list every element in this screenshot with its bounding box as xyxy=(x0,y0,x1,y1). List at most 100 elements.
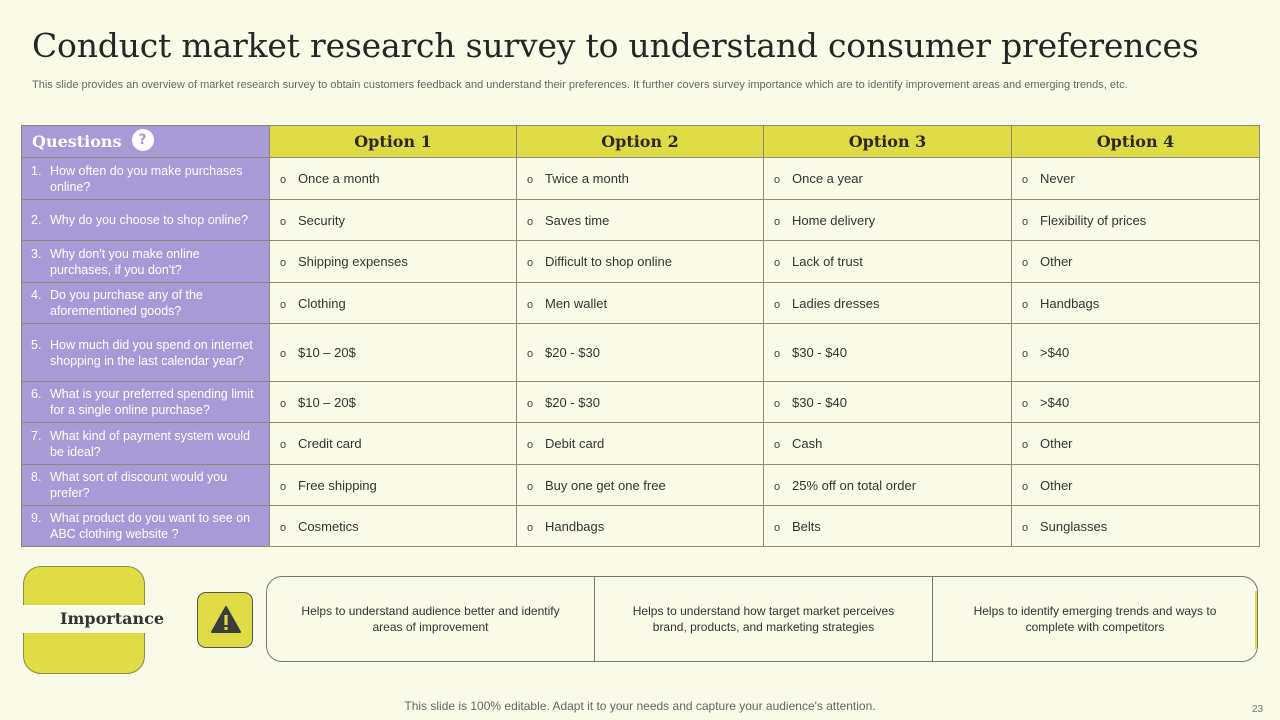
question-text: How often do you make purchases online? xyxy=(50,163,243,194)
radio-bullet-icon: o xyxy=(527,215,534,228)
option-cell: o Buy one get one free xyxy=(516,464,764,506)
radio-bullet-icon: o xyxy=(280,174,287,186)
importance-point-1: Helps to understand audience better and … xyxy=(301,604,560,634)
question-cell: 9. What product do you want to see on ABC… xyxy=(21,505,270,547)
question-cell: 1. How often do you make purchases online… xyxy=(21,157,270,200)
table-row: 3. Why don't you make online purchases, i… xyxy=(21,240,1260,283)
option-text: Other xyxy=(1040,477,1073,493)
option-cell: o Never xyxy=(1011,157,1260,200)
option-text: Once a year xyxy=(792,171,863,186)
option-text: Sunglasses xyxy=(1040,518,1108,534)
question-number: 1. xyxy=(31,163,42,178)
radio-bullet-icon: o xyxy=(280,215,287,228)
table-row: 4. Do you purchase any of the aforementio… xyxy=(21,282,1260,324)
option-text: Free shipping xyxy=(298,477,377,493)
option-header-3: Option 3 xyxy=(763,125,1012,158)
option-text: Men wallet xyxy=(545,295,608,311)
option-cell: o Clothing xyxy=(269,282,517,324)
question-text: Why do you choose to shop online? xyxy=(50,213,249,227)
radio-bullet-icon: o xyxy=(527,174,534,186)
option-cell: o Debit card xyxy=(516,422,764,465)
option-header-2: Option 2 xyxy=(516,125,764,158)
option-cell: o Home delivery xyxy=(763,199,1012,241)
option-cell: o $20 - $30 xyxy=(516,381,764,423)
question-text: What product do you want to see on ABC c… xyxy=(50,511,251,541)
question-number: 5. xyxy=(31,337,42,352)
radio-bullet-icon: o xyxy=(527,480,534,493)
option-cell: o Cosmetics xyxy=(269,505,517,547)
option-cell: o Credit card xyxy=(269,422,517,465)
option-cell: o Sunglasses xyxy=(1011,505,1260,547)
question-cell: 2. Why do you choose to shop online? xyxy=(21,199,270,241)
table-row: 6. What is your preferred spending limit … xyxy=(21,381,1260,423)
option-text: Cosmetics xyxy=(298,518,359,534)
option-text: Other xyxy=(1040,436,1073,451)
warning-icon xyxy=(211,606,241,633)
option-cell: o Free shipping xyxy=(269,464,517,506)
radio-bullet-icon: o xyxy=(527,521,534,534)
option-cell: o Once a month xyxy=(269,157,517,200)
question-text: What is your preferred spending limit fo… xyxy=(50,387,254,417)
option-text: Lack of trust xyxy=(792,254,863,269)
option-text: Flexibility of prices xyxy=(1040,212,1147,228)
page-number: 23 xyxy=(1252,704,1264,715)
question-cell: 3. Why don't you make online purchases, i… xyxy=(21,240,270,283)
option-cell: o Cash xyxy=(763,422,1012,465)
option-text: Difficult to shop online xyxy=(545,254,672,269)
option-text: Credit card xyxy=(298,436,362,451)
radio-bullet-icon: o xyxy=(280,348,287,360)
radio-bullet-icon: o xyxy=(774,174,781,186)
questions-header: Questions? xyxy=(21,125,270,158)
option-cell: o Lack of trust xyxy=(763,240,1012,283)
option-cell: o >$40 xyxy=(1011,381,1260,423)
option-text: Cash xyxy=(792,436,823,451)
table-row: 1. How often do you make purchases online… xyxy=(21,157,1260,200)
question-text: What kind of payment system would be ide… xyxy=(50,428,251,459)
option-header-4: Option 4 xyxy=(1011,125,1260,158)
option-cell: o $10 – 20$ xyxy=(269,381,517,423)
question-cell: 5. How much did you spend on internet sho… xyxy=(21,323,270,382)
option-cell: o Belts xyxy=(763,505,1012,547)
option-text: Saves time xyxy=(545,212,610,228)
radio-bullet-icon: o xyxy=(527,298,534,311)
table-row: 9. What product do you want to see on ABC… xyxy=(21,505,1260,547)
question-number: 2. xyxy=(31,213,42,227)
option-cell: o Once a year xyxy=(763,157,1012,200)
question-number: 6. xyxy=(31,387,42,401)
radio-bullet-icon: o xyxy=(280,480,287,493)
radio-bullet-icon: o xyxy=(527,397,534,410)
radio-bullet-icon: o xyxy=(774,298,781,311)
question-cell: 7. What kind of payment system would be i… xyxy=(21,422,270,465)
radio-bullet-icon: o xyxy=(527,439,534,451)
option-text: Handbags xyxy=(545,518,605,534)
table-row: 8. What sort of discount would you prefer… xyxy=(21,464,1260,506)
question-number: 4. xyxy=(31,288,42,302)
option-cell: o >$40 xyxy=(1011,323,1260,382)
radio-bullet-icon: o xyxy=(774,521,781,534)
footer-note: This slide is 100% editable. Adapt it to… xyxy=(404,699,876,713)
option-text: Belts xyxy=(792,518,821,534)
option-cell: o Difficult to shop online xyxy=(516,240,764,283)
radio-bullet-icon: o xyxy=(1022,480,1029,493)
option-cell: o $30 - $40 xyxy=(763,381,1012,423)
question-cell: 8. What sort of discount would you prefer… xyxy=(21,464,270,506)
option-text: >$40 xyxy=(1040,394,1070,410)
warning-icon-box xyxy=(197,592,253,648)
page-title: Conduct market research survey to unders… xyxy=(32,26,1199,65)
question-cell: 4. Do you purchase any of the aforementio… xyxy=(21,282,270,324)
questions-header-label: Questions xyxy=(32,131,122,151)
question-number: 9. xyxy=(31,511,42,525)
option-cell: o Ladies dresses xyxy=(763,282,1012,324)
option-text: $20 - $30 xyxy=(545,394,600,410)
radio-bullet-icon: o xyxy=(1022,215,1029,228)
radio-bullet-icon: o xyxy=(1022,439,1029,451)
option-cell: o Saves time xyxy=(516,199,764,241)
option-cell: o Other xyxy=(1011,240,1260,283)
option-text: Twice a month xyxy=(545,171,629,186)
importance-points: Helps to understand audience better and … xyxy=(266,576,1258,662)
option-text: Handbags xyxy=(1040,295,1100,311)
radio-bullet-icon: o xyxy=(527,257,534,269)
option-text: Clothing xyxy=(298,295,346,311)
option-cell: o Handbags xyxy=(1011,282,1260,324)
radio-bullet-icon: o xyxy=(774,480,781,493)
